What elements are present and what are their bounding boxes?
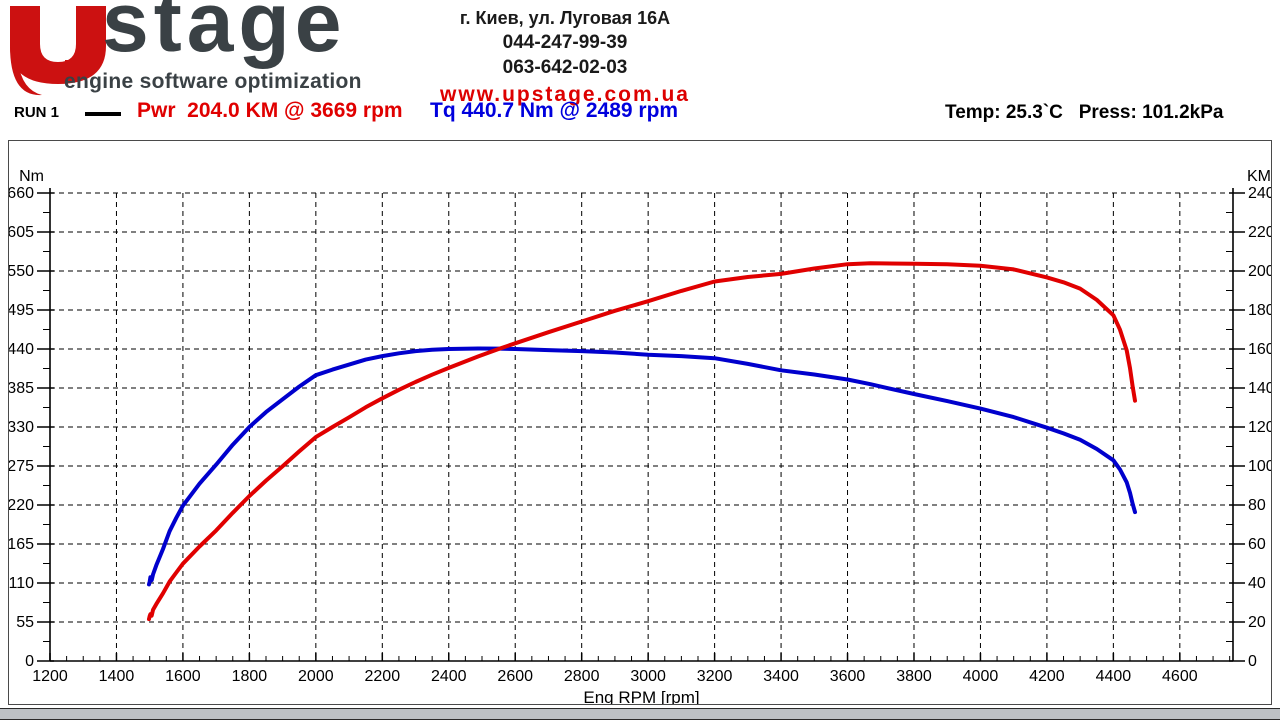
left-tick-label: 0: [25, 653, 34, 670]
right-tick-label: 120: [1248, 419, 1271, 436]
contact-phone-2: 063-642-02-03: [502, 57, 628, 78]
contact-block: г. Киев, ул. Луговая 16А 044-247-99-39 0…: [415, 8, 715, 107]
dyno-chart: 0 55 110 165 220 275 330 385 440 495 550 605 660 0 20 4…: [8, 140, 1272, 705]
contact-phone-1: 044-247-99-39: [502, 32, 628, 53]
logo-u-tail: [10, 46, 42, 96]
website-link[interactable]: www.upstage.com.ua: [440, 83, 690, 106]
horizontal-scrollbar[interactable]: [0, 708, 1280, 720]
x-tick-label: 3600: [830, 668, 866, 685]
x-tick-label: 1400: [99, 668, 135, 685]
logo-u-stem: [65, 60, 76, 82]
left-tick-label: 275: [9, 458, 34, 475]
x-axis-title: Eng RPM [rpm]: [583, 688, 699, 704]
x-tick-label: 2000: [298, 668, 334, 685]
torque-peak-summary: Tq 440.7 Nm @ 2489 rpm: [430, 99, 679, 122]
right-tick-label: 60: [1248, 536, 1266, 553]
x-tick-label: 4200: [1029, 668, 1065, 685]
upstage-logo-u-icon: [10, 6, 106, 96]
right-tick-label: 100: [1248, 458, 1271, 475]
left-tick-label: 330: [9, 419, 34, 436]
right-tick-label: 20: [1248, 614, 1266, 631]
left-tick-label: 440: [9, 341, 34, 358]
right-axis-unit-label: KM: [1247, 168, 1271, 185]
left-tick-label: 55: [16, 614, 34, 631]
power-peak-summary: Pwr 204.0 KM @ 3669 rpm: [137, 99, 403, 122]
x-tick-label: 1800: [232, 668, 268, 685]
left-tick-label: 165: [9, 536, 34, 553]
x-tick-label: 3800: [896, 668, 932, 685]
left-tick-label: 385: [9, 380, 34, 397]
right-tick-label: 200: [1248, 263, 1271, 280]
left-tick-label: 550: [9, 263, 34, 280]
left-tick-label: 220: [9, 497, 34, 514]
right-tick-label: 180: [1248, 302, 1271, 319]
x-tick-label: 4400: [1096, 668, 1132, 685]
right-tick-label: 240: [1248, 185, 1271, 202]
x-tick-label: 2800: [564, 668, 600, 685]
x-tick-label: 3000: [630, 668, 666, 685]
ambient-conditions: Temp: 25.3`C Press: 101.2kPa: [945, 102, 1224, 123]
right-tick-label: 0: [1248, 653, 1257, 670]
run-legend-line: [85, 112, 121, 116]
dyno-chart-svg: 0 55 110 165 220 275 330 385 440 495 550 605 660 0 20 4…: [9, 168, 1271, 704]
x-tick-label: 2200: [365, 668, 401, 685]
left-tick-label: 495: [9, 302, 34, 319]
logo-up-arrow-icon: [40, 10, 76, 58]
x-tick-label: 3200: [697, 668, 733, 685]
x-tick-label: 2400: [431, 668, 467, 685]
contact-address: г. Киев, ул. Луговая 16А: [459, 8, 671, 28]
right-tick-label: 140: [1248, 380, 1271, 397]
x-tick-label: 1200: [32, 668, 68, 685]
x-tick-label: 2600: [497, 668, 533, 685]
left-tick-label: 605: [9, 224, 34, 241]
right-tick-label: 40: [1248, 575, 1266, 592]
left-tick-label: 660: [9, 185, 34, 202]
power-curve: [147, 261, 1137, 622]
left-axis-unit-label: Nm: [19, 168, 44, 185]
brand-name: stage: [102, 0, 347, 69]
right-tick-label: 160: [1248, 341, 1271, 358]
x-tick-label: 4600: [1162, 668, 1198, 685]
left-tick-label: 110: [9, 575, 34, 592]
run-label: RUN 1: [14, 104, 60, 121]
right-tick-label: 220: [1248, 224, 1271, 241]
x-tick-label: 1600: [165, 668, 201, 685]
x-tick-label: 4000: [963, 668, 999, 685]
right-tick-label: 80: [1248, 497, 1266, 514]
brand-tagline: engine software optimization: [64, 70, 362, 93]
x-tick-label: 3400: [763, 668, 799, 685]
logo-u-shape: [10, 6, 106, 84]
